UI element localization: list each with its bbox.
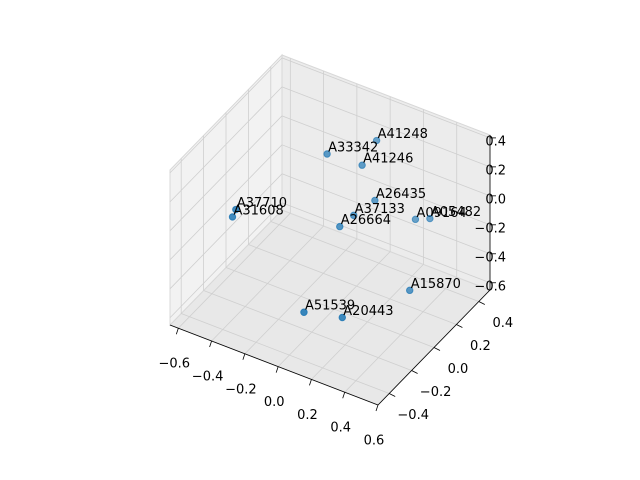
tick-mark [389, 393, 396, 397]
x-tick-label: 0.2 [297, 408, 318, 423]
point [358, 161, 366, 169]
tick-mark [433, 347, 441, 351]
grid-line [281, 202, 491, 284]
point [426, 214, 434, 223]
point-label: A41248 [378, 127, 428, 142]
grid-line [281, 144, 491, 226]
z-tick-label: 0.4 [485, 134, 506, 149]
y-tick-label: 0.0 [448, 362, 469, 377]
y-tick-label: 0.2 [470, 339, 491, 354]
x-tick-label: −0.6 [159, 357, 191, 372]
tick-mark [175, 328, 179, 335]
grid-line [281, 86, 491, 168]
x-tick-label: 0.0 [264, 395, 285, 410]
x-tick-label: 0.4 [330, 421, 351, 436]
grid-line [225, 267, 435, 348]
grid-line [169, 202, 283, 319]
point [406, 286, 414, 295]
grid-line [169, 173, 283, 290]
tick-mark [411, 370, 418, 374]
axis-line [169, 324, 379, 406]
grid-line [281, 173, 491, 255]
point-label: A33342 [328, 141, 378, 156]
point [232, 205, 240, 214]
grid-line [203, 290, 412, 371]
grid-line [281, 115, 491, 197]
grid-line [169, 57, 283, 174]
point-label: A31608 [233, 203, 283, 218]
grid-line [248, 244, 457, 325]
point [349, 211, 358, 220]
x-tick-label: 0.6 [364, 434, 385, 449]
y-tick-label: −0.2 [420, 385, 452, 400]
point [372, 136, 381, 145]
point-label: A37133 [355, 202, 405, 217]
point [300, 308, 308, 316]
grid-line [281, 57, 491, 139]
axis-line [377, 289, 491, 406]
grid-line [181, 313, 390, 394]
tick-mark [456, 324, 463, 328]
tick-mark [342, 392, 346, 399]
x-tick-label: −0.4 [192, 370, 224, 385]
tick-mark [375, 404, 379, 412]
point-label: A15870 [411, 277, 461, 292]
point [371, 196, 379, 205]
point-label: A51539 [305, 299, 355, 314]
x-tick-label: −0.2 [225, 382, 257, 397]
point-label: A26664 [341, 213, 391, 228]
point [336, 222, 344, 231]
tick-mark [309, 379, 312, 386]
z-tick-label: 0.2 [485, 163, 506, 178]
grid-line [169, 144, 283, 261]
point [411, 215, 420, 224]
y-tick-label: 0.4 [492, 316, 513, 331]
point [323, 150, 331, 158]
point [228, 213, 237, 221]
point-label: A26435 [376, 187, 426, 202]
point-label: A05482 [431, 205, 481, 220]
point-label: A41246 [363, 152, 413, 167]
tick-mark [209, 340, 212, 348]
y-tick-label: −0.4 [397, 408, 429, 423]
point [338, 313, 346, 322]
point-label: A37710 [237, 196, 287, 211]
point-label: A20443 [343, 304, 393, 319]
z-tick-label: 0.0 [485, 192, 506, 207]
grid-line [270, 221, 479, 302]
tick-mark [275, 366, 279, 373]
tick-mark [242, 353, 246, 360]
grid-line [169, 86, 283, 203]
tick-mark [478, 301, 485, 305]
grid-line [169, 115, 283, 232]
